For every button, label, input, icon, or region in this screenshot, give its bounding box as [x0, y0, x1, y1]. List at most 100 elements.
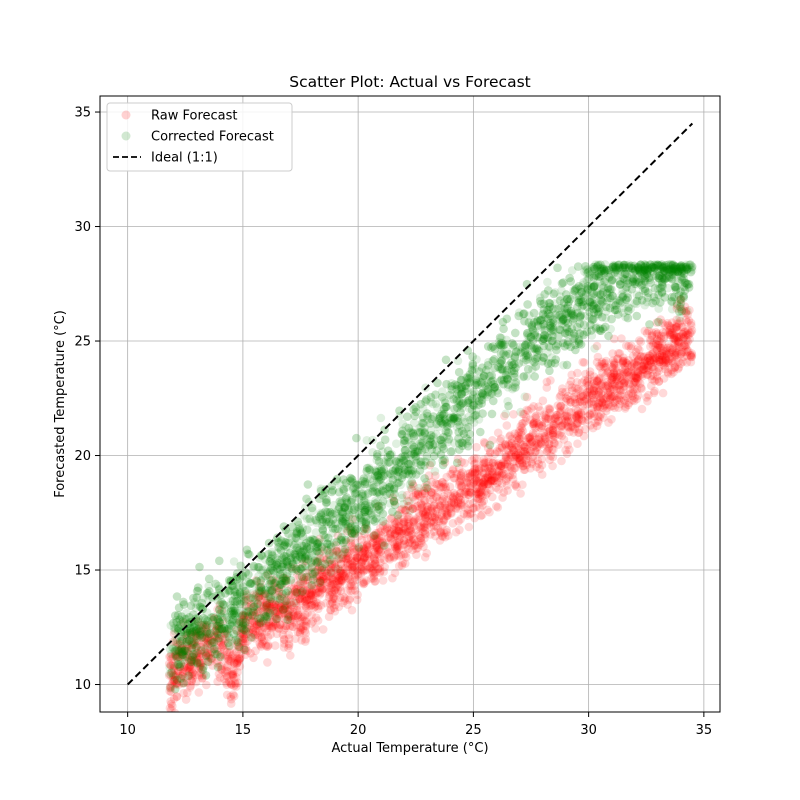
raw-forecast-point — [665, 343, 675, 353]
raw-forecast-point — [281, 574, 291, 584]
raw-forecast-point — [464, 469, 473, 478]
raw-forecast-point — [316, 566, 326, 575]
raw-forecast-point — [462, 487, 471, 497]
raw-forecast-point — [523, 451, 533, 461]
raw-forecast-point — [411, 514, 421, 523]
raw-forecast-point — [479, 478, 488, 487]
raw-forecast-point — [637, 361, 647, 371]
raw-forecast-point — [608, 364, 618, 373]
raw-forecast-point — [680, 341, 689, 350]
raw-forecast-point — [340, 572, 350, 581]
raw-forecast-point — [537, 421, 547, 431]
raw-forecast-point — [311, 589, 320, 598]
raw-forecast-point — [672, 343, 681, 353]
raw-forecast-point — [540, 439, 550, 449]
raw-forecast-point — [517, 430, 526, 440]
raw-forecast-point — [633, 356, 643, 366]
raw-forecast-point — [502, 421, 512, 430]
raw-forecast-point — [207, 654, 217, 664]
raw-forecast-point — [596, 381, 605, 390]
raw-forecast-point — [571, 383, 580, 393]
raw-forecast-point — [628, 395, 637, 405]
raw-forecast-point — [652, 372, 662, 381]
raw-forecast-point — [485, 447, 495, 457]
raw-forecast-point — [394, 517, 404, 526]
raw-forecast-point — [566, 377, 576, 386]
raw-forecast-point — [627, 359, 637, 368]
raw-forecast-point — [623, 368, 632, 377]
raw-forecast-point — [563, 422, 573, 432]
raw-forecast-point — [334, 602, 344, 612]
raw-forecast-point — [352, 555, 362, 565]
raw-forecast-point — [215, 673, 225, 682]
raw-forecast-point — [542, 377, 552, 387]
raw-forecast-point — [348, 562, 357, 572]
raw-forecast-point — [185, 662, 194, 671]
raw-forecast-point — [352, 545, 362, 554]
raw-forecast-point — [544, 413, 553, 422]
raw-forecast-point — [326, 605, 336, 614]
raw-forecast-point — [531, 447, 540, 457]
raw-forecast-point — [683, 337, 693, 346]
raw-forecast-point — [264, 619, 274, 629]
raw-forecast-point — [360, 554, 369, 563]
raw-forecast-point — [301, 637, 310, 646]
raw-forecast-point — [628, 351, 638, 361]
raw-forecast-point — [596, 373, 605, 383]
raw-forecast-point — [449, 495, 459, 504]
raw-forecast-point — [376, 558, 385, 567]
raw-forecast-point — [639, 364, 648, 374]
raw-forecast-point — [274, 600, 284, 610]
raw-forecast-point — [516, 489, 525, 498]
raw-forecast-point — [621, 404, 630, 413]
raw-forecast-point — [510, 463, 519, 473]
raw-forecast-point — [252, 621, 261, 631]
raw-forecast-point — [301, 634, 311, 644]
raw-forecast-point — [565, 445, 574, 455]
raw-forecast-point — [667, 327, 676, 337]
raw-forecast-point — [592, 376, 602, 385]
raw-forecast-point — [658, 358, 668, 367]
raw-forecast-point — [563, 421, 573, 431]
raw-forecast-point — [548, 452, 558, 462]
raw-forecast-point — [443, 509, 453, 518]
raw-forecast-point — [538, 396, 548, 406]
raw-forecast-point — [683, 318, 692, 327]
raw-forecast-point — [195, 626, 204, 636]
raw-forecast-point — [608, 384, 617, 394]
raw-forecast-point — [206, 654, 215, 663]
raw-forecast-point — [390, 530, 399, 539]
raw-forecast-point — [567, 386, 577, 395]
raw-forecast-point — [431, 492, 441, 502]
raw-forecast-point — [344, 572, 354, 581]
raw-forecast-point — [438, 503, 448, 513]
raw-forecast-point — [589, 372, 599, 381]
raw-forecast-point — [327, 569, 336, 578]
raw-forecast-point — [668, 347, 677, 357]
raw-forecast-point — [341, 569, 351, 578]
raw-forecast-point — [624, 356, 633, 365]
raw-forecast-point — [635, 366, 645, 375]
raw-forecast-point — [292, 589, 301, 598]
raw-forecast-point — [207, 635, 217, 645]
raw-forecast-point — [448, 466, 458, 475]
raw-forecast-point — [399, 540, 408, 550]
raw-forecast-point — [579, 431, 589, 441]
raw-forecast-point — [636, 337, 646, 347]
raw-forecast-point — [186, 661, 195, 670]
raw-forecast-point — [377, 539, 386, 548]
raw-forecast-point — [309, 596, 318, 606]
raw-forecast-point — [328, 575, 337, 584]
raw-forecast-point — [240, 611, 250, 620]
raw-forecast-point — [270, 608, 280, 618]
raw-forecast-point — [597, 359, 607, 369]
raw-forecast-point — [515, 455, 525, 465]
raw-forecast-point — [230, 658, 239, 667]
raw-forecast-point — [517, 427, 526, 437]
raw-forecast-point — [531, 423, 540, 433]
raw-forecast-point — [544, 404, 553, 414]
raw-forecast-point — [470, 468, 480, 478]
raw-forecast-point — [574, 397, 584, 407]
raw-forecast-point — [572, 420, 582, 429]
raw-forecast-point — [685, 329, 695, 338]
